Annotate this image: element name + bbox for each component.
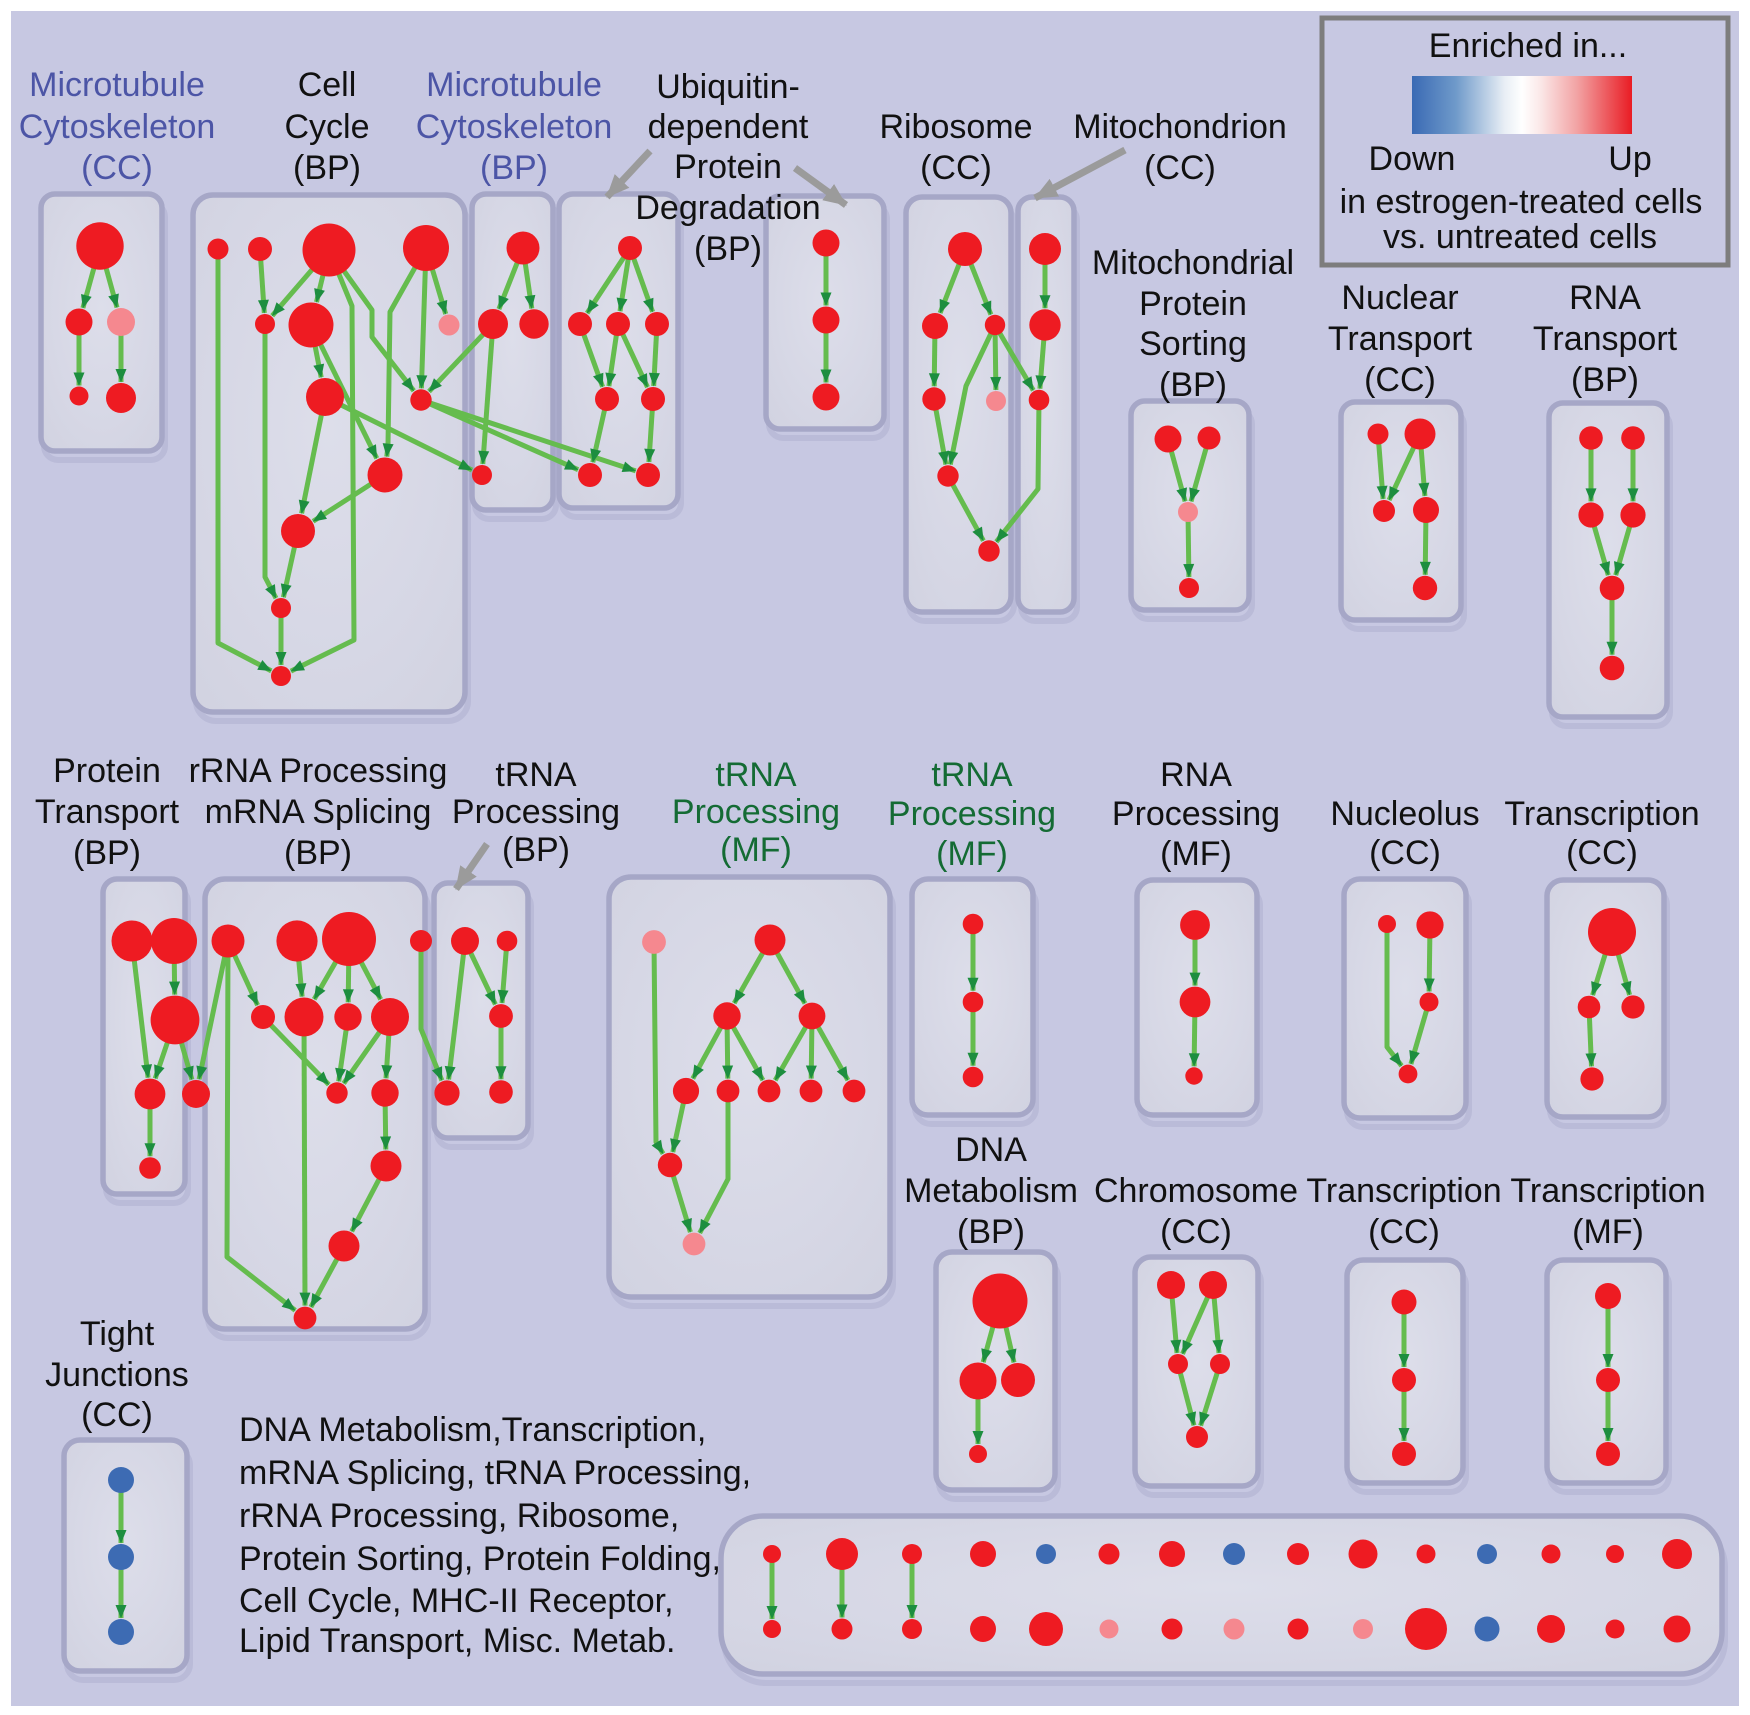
svg-text:dependent: dependent [648,108,809,146]
svg-text:(CC): (CC) [1160,1213,1232,1251]
svg-text:Lipid Transport, Misc. Metab.: Lipid Transport, Misc. Metab. [239,1622,676,1660]
svg-text:Mitochondrion: Mitochondrion [1073,108,1287,146]
svg-text:(BP): (BP) [694,230,762,268]
svg-text:Transport: Transport [1328,320,1473,358]
svg-text:Processing: Processing [888,795,1056,833]
svg-text:Cycle: Cycle [284,108,369,146]
svg-text:Down: Down [1369,140,1456,178]
svg-text:Junctions: Junctions [45,1356,189,1394]
svg-text:Degradation: Degradation [635,189,820,227]
svg-text:tRNA: tRNA [931,756,1013,794]
svg-text:(CC): (CC) [1144,149,1216,187]
svg-text:(CC): (CC) [81,149,153,187]
svg-text:Ribosome: Ribosome [879,108,1032,146]
svg-text:Transcription: Transcription [1510,1172,1705,1210]
svg-text:tRNA: tRNA [715,756,797,794]
svg-text:(MF): (MF) [1572,1213,1644,1251]
svg-text:Metabolism: Metabolism [904,1172,1078,1210]
svg-text:(CC): (CC) [1369,834,1441,872]
svg-text:mRNA Splicing: mRNA Splicing [205,793,432,831]
svg-text:(BP): (BP) [480,149,548,187]
svg-text:Protein Sorting, Protein Foldi: Protein Sorting, Protein Folding, [239,1540,721,1578]
svg-text:(BP): (BP) [502,831,570,869]
svg-text:Mitochondrial: Mitochondrial [1092,244,1294,282]
svg-text:(CC): (CC) [920,149,992,187]
svg-text:Microtubule: Microtubule [426,66,602,104]
svg-text:Nuclear: Nuclear [1341,279,1458,317]
svg-text:tRNA: tRNA [495,756,577,794]
svg-text:Cell Cycle, MHC-II Receptor,: Cell Cycle, MHC-II Receptor, [239,1582,674,1620]
svg-text:(CC): (CC) [1368,1213,1440,1251]
svg-text:Transport: Transport [35,793,180,831]
svg-text:(BP): (BP) [293,149,361,187]
svg-text:Cytoskeleton: Cytoskeleton [19,108,216,146]
svg-text:rRNA Processing: rRNA Processing [189,752,448,790]
svg-text:(CC): (CC) [81,1396,153,1434]
svg-text:Microtubule: Microtubule [29,66,205,104]
svg-text:vs. untreated cells: vs. untreated cells [1383,218,1657,256]
svg-text:Processing: Processing [1112,795,1280,833]
svg-text:Processing: Processing [452,793,620,831]
svg-text:DNA: DNA [955,1131,1027,1169]
svg-text:Processing: Processing [672,793,840,831]
svg-text:(MF): (MF) [1160,835,1232,873]
svg-text:Cytoskeleton: Cytoskeleton [416,108,613,146]
svg-text:(BP): (BP) [1159,366,1227,404]
svg-text:Ubiquitin-: Ubiquitin- [656,68,800,106]
svg-text:(BP): (BP) [284,834,352,872]
svg-text:(BP): (BP) [73,834,141,872]
svg-text:Chromosome: Chromosome [1094,1172,1298,1210]
svg-text:Transcription: Transcription [1504,795,1699,833]
svg-text:mRNA Splicing, tRNA Processing: mRNA Splicing, tRNA Processing, [239,1454,751,1492]
svg-text:(MF): (MF) [936,835,1008,873]
svg-text:Sorting: Sorting [1139,325,1247,363]
svg-text:Cell: Cell [298,66,357,104]
svg-text:rRNA Processing, Ribosome,: rRNA Processing, Ribosome, [239,1497,679,1535]
svg-text:Protein: Protein [53,752,161,790]
svg-text:(CC): (CC) [1364,361,1436,399]
svg-text:(MF): (MF) [720,831,792,869]
svg-text:(CC): (CC) [1566,834,1638,872]
svg-text:Tight: Tight [80,1315,155,1353]
svg-text:DNA Metabolism,Transcription,: DNA Metabolism,Transcription, [239,1411,706,1449]
svg-text:(BP): (BP) [1571,361,1639,399]
svg-text:Enriched in...: Enriched in... [1429,27,1627,65]
svg-text:Transcription: Transcription [1306,1172,1501,1210]
svg-text:RNA: RNA [1160,756,1232,794]
svg-text:Protein: Protein [674,148,782,186]
svg-text:Up: Up [1608,140,1651,178]
svg-text:Protein: Protein [1139,285,1247,323]
svg-text:(BP): (BP) [957,1213,1025,1251]
svg-text:in estrogen-treated cells: in estrogen-treated cells [1340,183,1703,221]
svg-text:Transport: Transport [1533,320,1678,358]
svg-text:Nucleolus: Nucleolus [1330,795,1479,833]
svg-text:RNA: RNA [1569,279,1641,317]
